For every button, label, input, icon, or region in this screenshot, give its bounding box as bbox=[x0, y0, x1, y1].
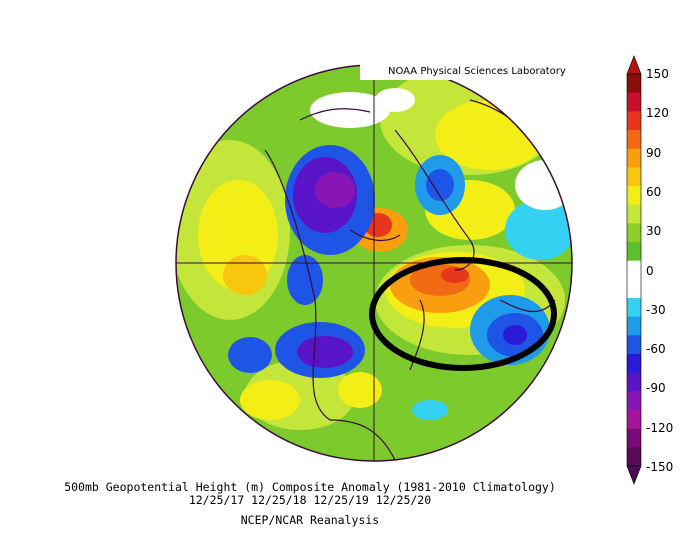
colorbar-swatch bbox=[627, 74, 641, 94]
colorbar-swatch bbox=[627, 223, 641, 243]
colorbar-tick-label: 150 bbox=[646, 67, 669, 81]
colorbar-tick-label: -150 bbox=[646, 460, 674, 474]
colorbar-swatch bbox=[627, 204, 641, 224]
colorbar-swatch bbox=[627, 316, 641, 336]
colorbar-outline bbox=[626, 73, 642, 467]
colorbar-swatch bbox=[627, 410, 641, 430]
colorbar-swatch bbox=[627, 130, 641, 150]
colorbar-swatch bbox=[627, 372, 641, 392]
colorbar-swatch bbox=[627, 391, 641, 411]
credit-label: NOAA Physical Sciences Laboratory bbox=[360, 64, 578, 80]
anomaly-field bbox=[176, 65, 572, 461]
colorbar bbox=[626, 55, 642, 485]
colorbar-tick-label: -60 bbox=[646, 342, 666, 357]
colorbar-swatch bbox=[627, 279, 641, 299]
colorbar-tick-label: -30 bbox=[646, 302, 666, 317]
colorbar-swatch bbox=[627, 111, 641, 131]
colorbar-tick-label: 0 bbox=[646, 263, 654, 278]
colorbar-swatch bbox=[627, 167, 641, 187]
caption-title: 500mb Geopotential Height (m) Composite … bbox=[64, 480, 556, 494]
colorbar-tick-label: 90 bbox=[646, 145, 662, 160]
colorbar-swatch bbox=[627, 148, 641, 168]
highlight-ellipse bbox=[369, 257, 557, 371]
colorbar-swatch bbox=[627, 447, 641, 467]
colorbar-tick-label: 30 bbox=[646, 224, 662, 239]
colorbar-tick-label: -120 bbox=[646, 420, 674, 435]
colorbar-swatch bbox=[627, 354, 641, 374]
colorbar-arrow-top bbox=[626, 55, 642, 75]
colorbar-tick-label: 120 bbox=[646, 106, 669, 121]
colorbar-swatch bbox=[627, 186, 641, 206]
colorbar-swatch bbox=[627, 242, 641, 262]
caption-source: NCEP/NCAR Reanalysis bbox=[240, 513, 380, 527]
colorbar-arrow-bottom bbox=[626, 465, 642, 485]
colorbar-tick-label: -90 bbox=[646, 381, 666, 396]
colorbar-swatch bbox=[627, 335, 641, 355]
colorbar-swatch bbox=[627, 428, 641, 448]
colorbar-swatch bbox=[627, 92, 641, 112]
colorbar-swatch bbox=[627, 260, 641, 280]
colorbar-swatch bbox=[627, 298, 641, 318]
colorbar-tick-label: 60 bbox=[646, 184, 662, 199]
caption-dates: 12/25/17 12/25/18 12/25/19 12/25/20 bbox=[188, 493, 432, 507]
